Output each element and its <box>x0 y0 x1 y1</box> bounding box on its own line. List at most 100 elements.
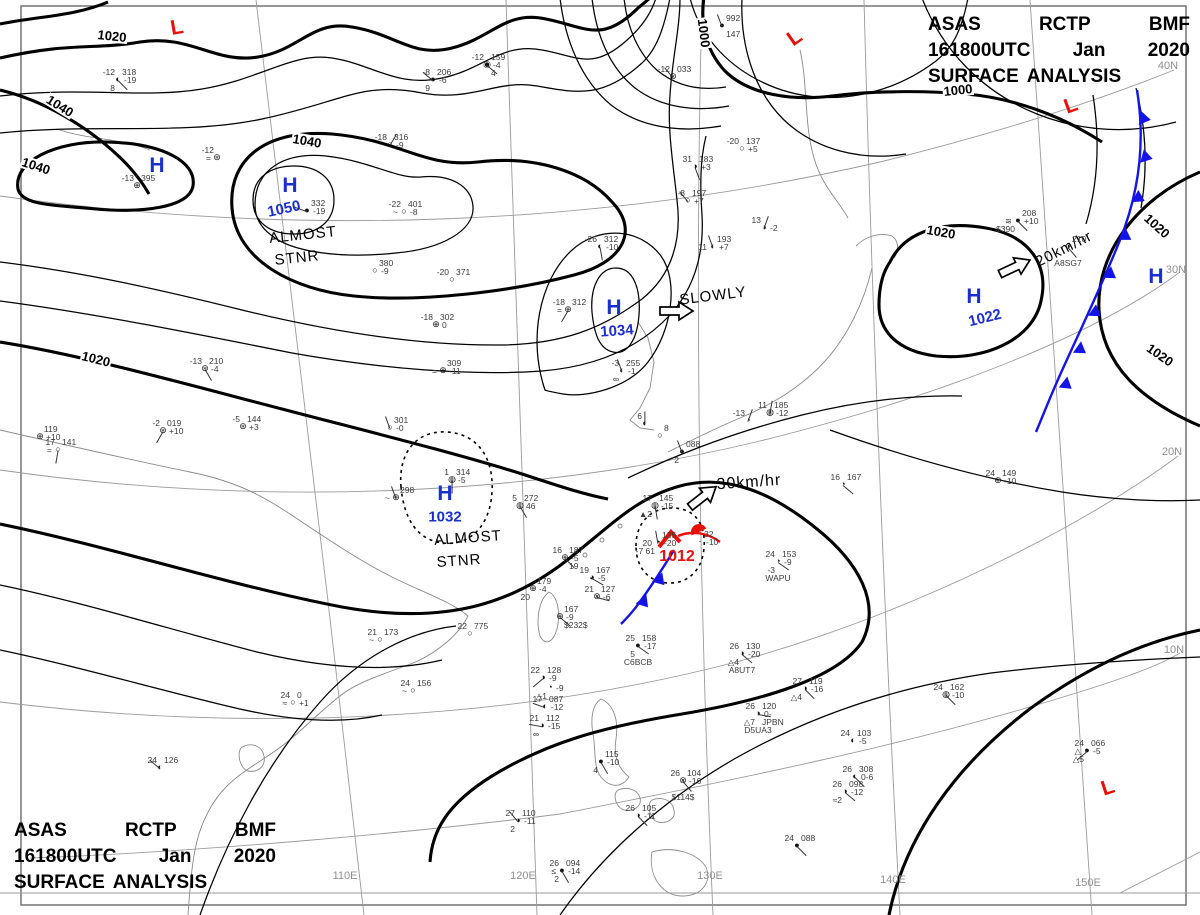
station-value: 301 <box>394 415 409 425</box>
station-symbol-icon: ○ <box>449 274 455 285</box>
station-symbol-icon: ◑ <box>635 811 640 820</box>
station-value: 1 <box>444 467 449 477</box>
station-value: 308 <box>859 764 874 774</box>
station-symbol-icon: ⊕ <box>439 365 447 376</box>
station-value: 298 <box>400 485 415 495</box>
title-word: ASAS <box>928 14 981 35</box>
station-value: -13 <box>121 173 134 183</box>
station-symbol-icon: ⊛ <box>201 364 209 373</box>
station-symbol-icon: ◔ <box>840 480 845 489</box>
station-value: -9 <box>396 140 404 150</box>
station-value: -20 <box>436 267 449 277</box>
warm-front-semicircle-icon <box>691 524 707 536</box>
wind-barb-icon <box>644 411 646 425</box>
station-symbol-icon: ● <box>1015 216 1020 225</box>
graticule-label: 20N <box>1161 446 1183 458</box>
station-symbol-icon: ⊗ <box>679 775 687 786</box>
station-symbol-icon: ○ <box>372 265 378 276</box>
station-value: 112 <box>546 713 560 723</box>
station-value: -0 <box>396 423 404 433</box>
station-value: 6 <box>637 411 642 421</box>
title-block-bottom-left: ASAS RCTP BMF 161800UTC Jan 2020 SURFACE… <box>14 818 276 896</box>
station-value: -10 <box>607 757 620 767</box>
isobar-line <box>0 135 707 374</box>
isobar-line <box>741 0 907 157</box>
isobar-line <box>1085 94 1098 225</box>
station-value: -15 <box>661 501 674 511</box>
station-value: -5 <box>232 414 240 424</box>
title-line-3: SURFACE ANALYSIS <box>14 870 276 896</box>
station-value: 22 <box>457 621 467 631</box>
cold-front-triangle-icon <box>1072 341 1087 354</box>
station-value: 332 <box>311 198 326 208</box>
isobar-line-major <box>887 628 1200 915</box>
station-symbol-icon: ⊗ <box>593 592 601 601</box>
station-value: 32 <box>704 529 714 539</box>
station-value: 255 <box>626 358 641 368</box>
station-value: 16 <box>552 545 562 555</box>
station-symbol-icon: ◍ <box>651 500 659 511</box>
station-value: +10 <box>1024 216 1039 226</box>
graticule-line <box>505 0 538 915</box>
station-symbol-icon: ○ <box>55 444 61 455</box>
high-pressure-symbol: H <box>437 482 453 505</box>
graticule-label: 110E <box>332 870 358 882</box>
station-value: 0 <box>442 320 447 330</box>
station-value: -12 <box>776 408 789 418</box>
station-value: 31 <box>682 154 692 164</box>
station-symbol-icon: ◑ <box>692 161 698 172</box>
station-value: 13 <box>751 215 761 225</box>
graticule-label: 30N <box>1165 264 1187 276</box>
wind-barb-icon <box>451 480 453 494</box>
station-value: -3 <box>611 358 619 368</box>
graticule-label: 150E <box>1075 877 1101 889</box>
station-symbol-icon: ◔ <box>775 557 780 566</box>
station-value: -2 <box>770 223 778 233</box>
station-value: 183 <box>699 154 714 164</box>
station-value: △7 <box>743 717 755 727</box>
station-value: +3 <box>249 422 259 432</box>
isobar-value-label: 1000 <box>941 81 975 99</box>
station-value: 156 <box>417 678 432 688</box>
station-value: $232$ <box>564 620 588 630</box>
station-value: -10 <box>606 242 619 252</box>
island <box>617 523 623 529</box>
title-word: SURFACE <box>928 66 1019 87</box>
station-value: -2 <box>152 418 160 428</box>
coastline <box>855 234 899 259</box>
station-value: -19 <box>124 75 137 85</box>
station-symbol-icon: ◑ <box>540 672 546 683</box>
station-value: 401 <box>408 199 423 209</box>
graticule-label: 10N <box>1163 644 1185 656</box>
high-pressure-symbol: H <box>1148 265 1164 288</box>
station-value: 20 <box>520 592 530 602</box>
title-word: RCTP <box>1038 14 1091 35</box>
station-value: 173 <box>384 627 399 637</box>
station-value: 9 <box>425 83 430 93</box>
title-word: Jan <box>158 846 192 867</box>
graticule-line <box>0 271 1181 493</box>
station-value: 24 <box>765 549 775 559</box>
island <box>582 552 588 558</box>
station-value: $114$ <box>671 792 695 802</box>
station-value: 4 <box>593 765 598 775</box>
station-value: -12 <box>471 52 484 62</box>
station-value: 2 <box>510 824 515 834</box>
isobar-line <box>559 656 1200 915</box>
station-value: -9 <box>566 612 574 622</box>
station-symbol-icon: ⊕ <box>36 431 44 442</box>
station-value: 167 <box>564 604 579 614</box>
coastline <box>59 129 151 151</box>
isobar-line <box>252 165 335 235</box>
station-value: -20 <box>726 136 739 146</box>
coastline <box>650 849 709 897</box>
station-value: -9 <box>556 683 564 693</box>
station-value: 25 <box>625 633 635 643</box>
station-value: 066 <box>1091 738 1106 748</box>
isobar-line-major <box>877 224 1045 359</box>
graticule-line <box>0 69 1175 222</box>
station-value: 5 <box>630 649 635 659</box>
station-value: 312 <box>572 297 587 307</box>
station-value: 17 <box>532 694 542 704</box>
